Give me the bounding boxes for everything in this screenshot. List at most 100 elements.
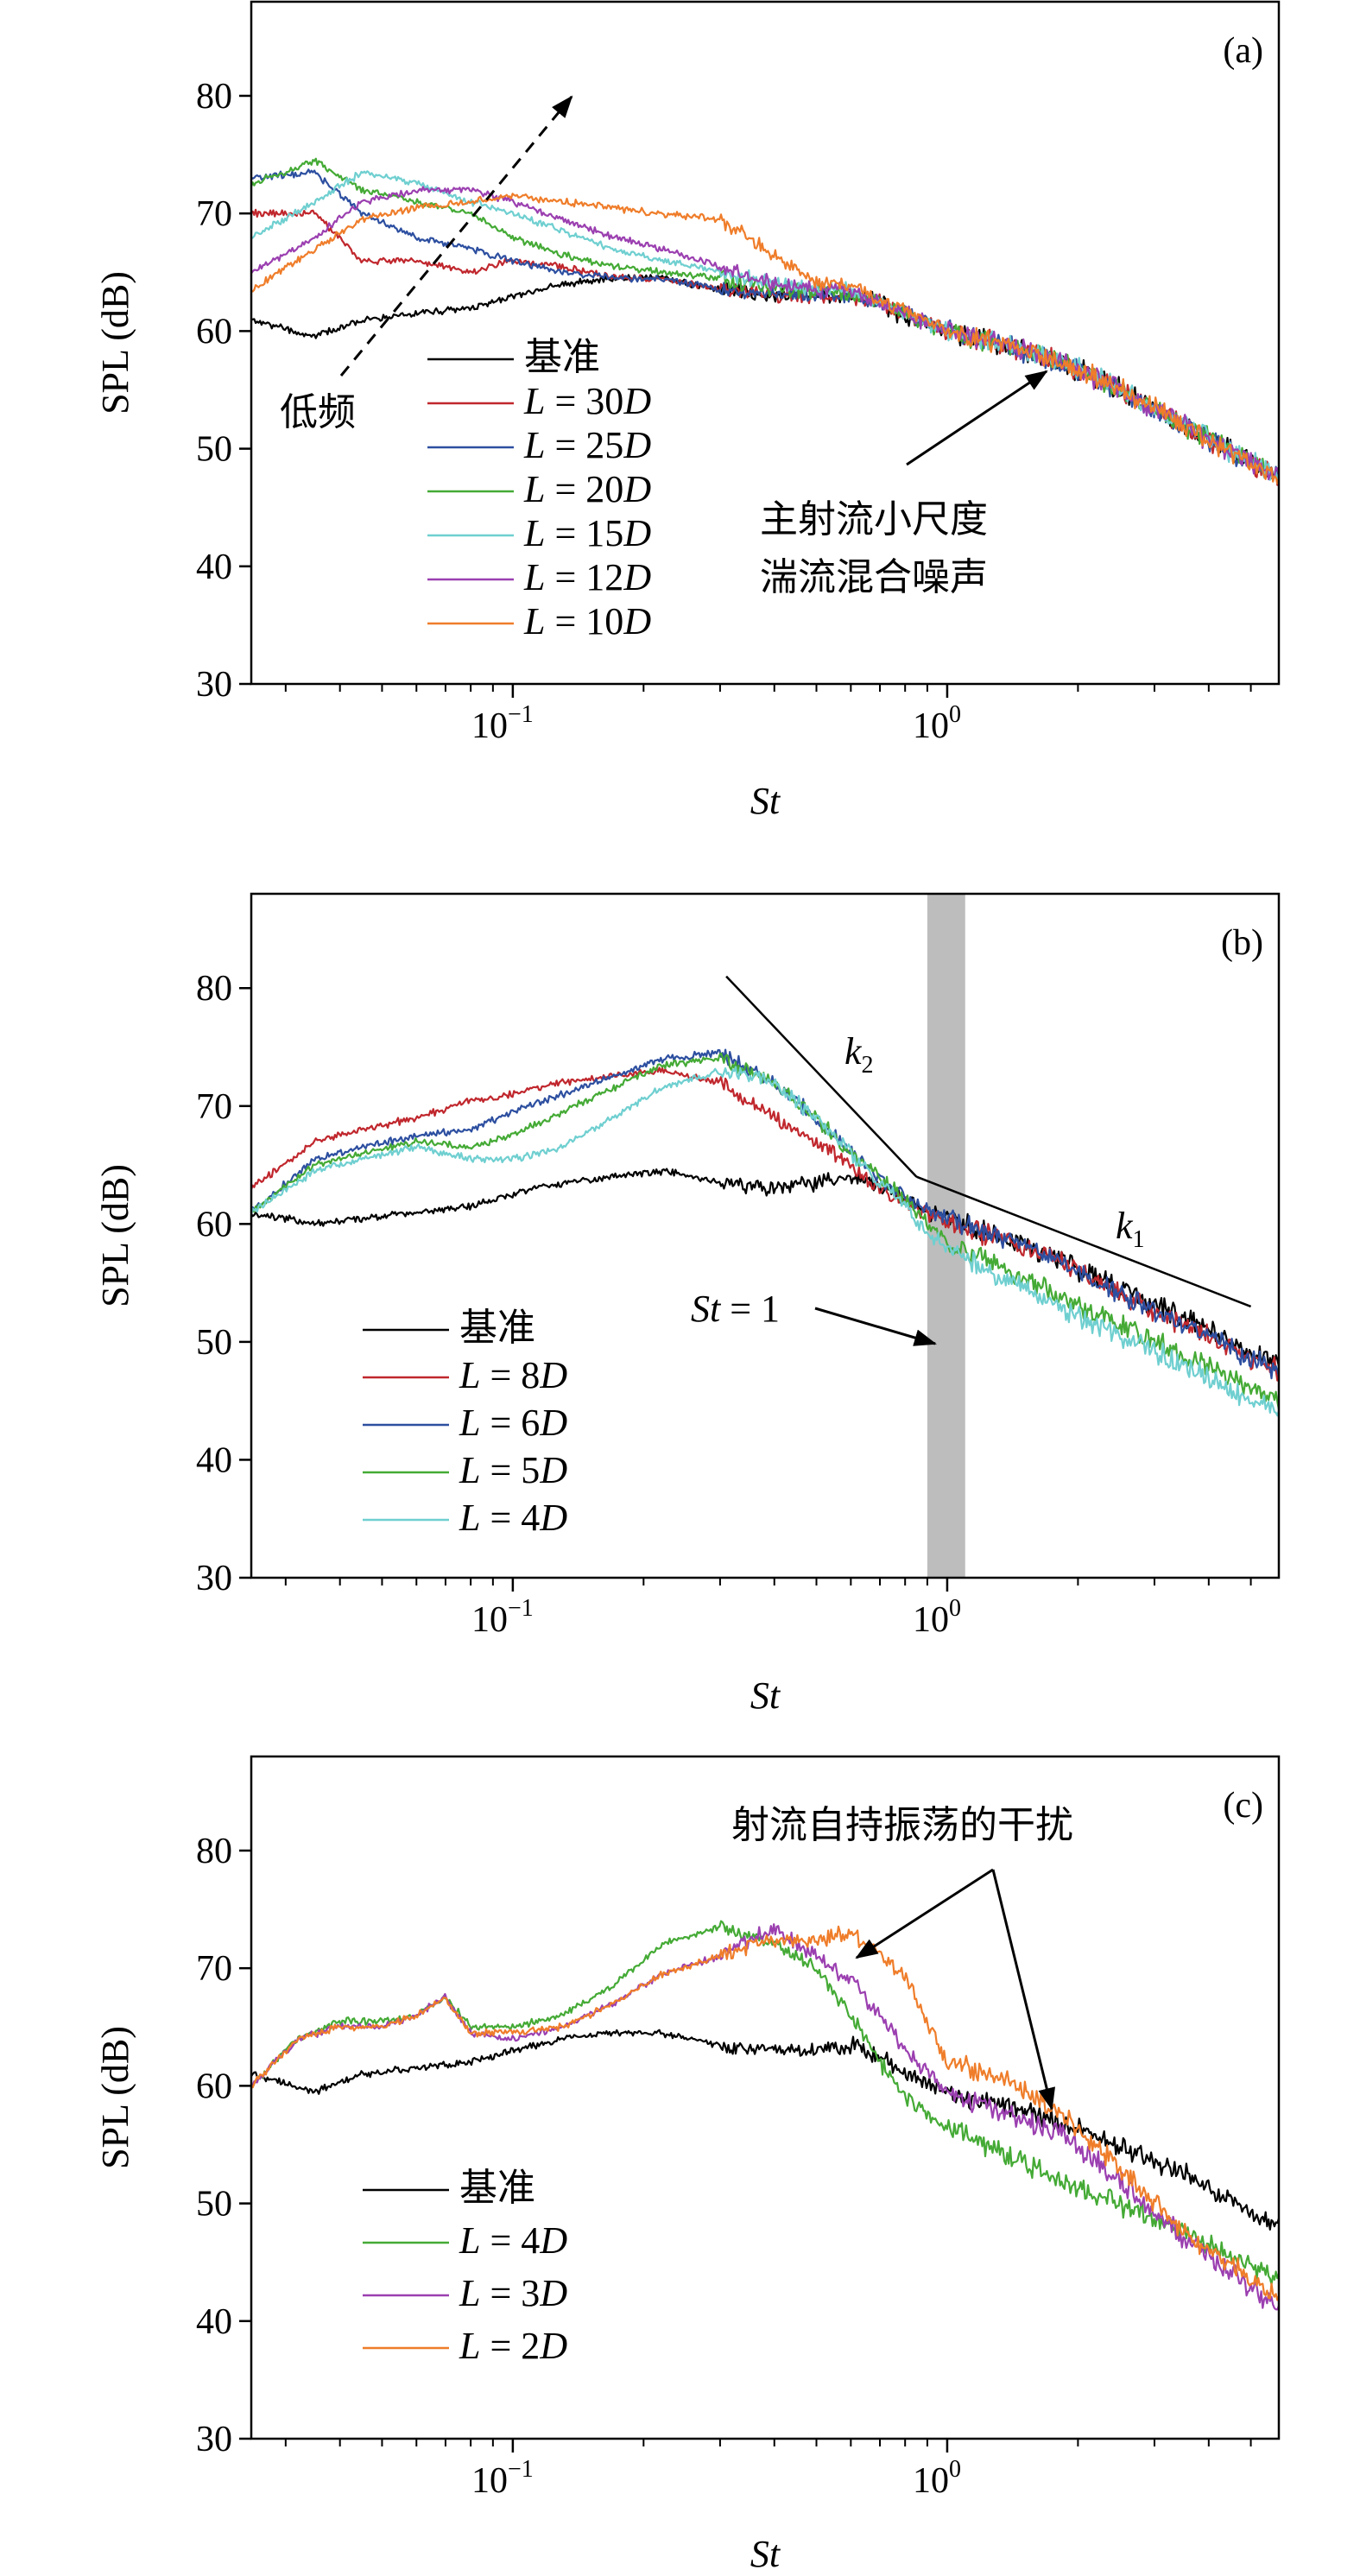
series-line-0 bbox=[251, 2029, 1279, 2231]
y-tick-label: 40 bbox=[196, 547, 232, 587]
y-axis-label-b: SPL (dB) bbox=[94, 1164, 136, 1307]
legend-label-4: L = 15D bbox=[523, 512, 651, 554]
x-tick-label: 10−1 bbox=[471, 701, 534, 746]
oscillation-arrow-2 bbox=[991, 1869, 1055, 2111]
k2-label: k2 bbox=[844, 1030, 874, 1079]
x-ticks-b: 10−1 100 bbox=[284, 1578, 1252, 1640]
legend-unit: D bbox=[539, 2325, 567, 2367]
legend-symbol: L bbox=[459, 2219, 480, 2262]
dashed-arrow bbox=[339, 95, 573, 377]
series-line-2 bbox=[251, 1923, 1279, 2311]
legend-value: = 15 bbox=[545, 512, 623, 554]
legend-unit: D bbox=[623, 512, 651, 554]
x-tick-label: 100 bbox=[913, 2456, 961, 2501]
series-line-3 bbox=[251, 157, 1279, 484]
legend-b: 基准L = 8DL = 6DL = 5DL = 4D bbox=[363, 1307, 567, 1539]
plot-area-c bbox=[251, 1920, 1279, 2311]
legend-label-0: 基准 bbox=[524, 336, 600, 378]
legend-unit: D bbox=[623, 468, 651, 510]
legend-label-1: L = 30D bbox=[523, 380, 651, 422]
series-line-4 bbox=[251, 1066, 1279, 1417]
y-ticks-c: 30 40 50 60 70 80 bbox=[196, 1832, 251, 2459]
legend-unit: D bbox=[539, 1497, 567, 1539]
plot-area-a bbox=[251, 157, 1279, 486]
small-scale-label-line2: 湍流混合噪声 bbox=[760, 555, 988, 599]
slope-line-k1 bbox=[915, 1175, 1252, 1308]
legend-unit: D bbox=[623, 424, 651, 466]
x-tick-exponent: 0 bbox=[949, 1595, 961, 1622]
legend-symbol: L bbox=[523, 512, 545, 554]
x-tick-label: 100 bbox=[913, 1595, 961, 1640]
legend-value: = 8 bbox=[480, 1354, 540, 1396]
legend-label-2: L = 3D bbox=[459, 2272, 567, 2314]
legend-value: = 30 bbox=[545, 380, 623, 422]
legend-value: = 3 bbox=[480, 2272, 540, 2314]
y-tick-label: 30 bbox=[196, 2420, 232, 2459]
y-tick-label: 60 bbox=[196, 312, 232, 351]
y-tick-label: 80 bbox=[196, 1832, 232, 1871]
y-tick-label: 70 bbox=[196, 194, 232, 234]
x-axis-label-a: St bbox=[750, 780, 781, 822]
legend-symbol: L bbox=[523, 600, 545, 642]
legend-label-5: L = 12D bbox=[523, 556, 651, 598]
plot-frame-a bbox=[250, 0, 1281, 686]
series-line-5 bbox=[251, 186, 1279, 482]
y-tick-label: 70 bbox=[196, 1087, 232, 1127]
y-tick-label: 40 bbox=[196, 2302, 232, 2342]
legend-unit: D bbox=[539, 2219, 567, 2262]
x-tick-exponent: −1 bbox=[508, 1595, 534, 1622]
y-axis-label-a: SPL (dB) bbox=[94, 271, 136, 415]
plot-area-b bbox=[251, 894, 1279, 1578]
y-tick-label: 60 bbox=[196, 2066, 232, 2106]
panel-label-b: (b) bbox=[1221, 923, 1263, 963]
legend-value: = 12 bbox=[545, 556, 623, 598]
legend-value: = 4 bbox=[480, 2219, 540, 2262]
legend-symbol: L bbox=[523, 424, 545, 466]
annotation-small-scale: 主射流小尺度 湍流混合噪声 bbox=[760, 370, 1048, 599]
legend-label-6: L = 10D bbox=[523, 600, 651, 642]
x-tick-exponent: 0 bbox=[949, 701, 961, 728]
series-line-3 bbox=[251, 1925, 1279, 2301]
legend-unit: D bbox=[539, 2272, 567, 2314]
legend-label-0: 基准 bbox=[459, 1307, 535, 1349]
x-axis-label-c: St bbox=[750, 2533, 781, 2575]
x-tick-exponent: −1 bbox=[508, 2456, 534, 2483]
legend-value: = 10 bbox=[545, 600, 623, 642]
legend-label-0: 基准 bbox=[459, 2167, 535, 2209]
x-tick-label: 100 bbox=[913, 701, 961, 746]
legend-value: = 5 bbox=[480, 1449, 540, 1491]
legend-label-1: L = 8D bbox=[459, 1354, 567, 1396]
x-axis-label-b: St bbox=[750, 1674, 781, 1717]
series-line-0 bbox=[251, 274, 1279, 484]
y-tick-label: 60 bbox=[196, 1205, 232, 1244]
x-tick-exponent: −1 bbox=[508, 701, 534, 728]
x-ticks-a: 10−1 100 bbox=[284, 684, 1252, 746]
legend-unit: D bbox=[623, 556, 651, 598]
y-tick-label: 30 bbox=[196, 1559, 232, 1598]
legend-label-2: L = 25D bbox=[523, 424, 651, 466]
y-tick-label: 30 bbox=[196, 665, 232, 705]
legend-unit: D bbox=[623, 380, 651, 422]
y-tick-label: 40 bbox=[196, 1440, 232, 1480]
panel-label-a: (a) bbox=[1223, 31, 1263, 71]
y-ticks-b: 30 40 50 60 70 80 bbox=[196, 969, 251, 1598]
legend-unit: D bbox=[539, 1449, 567, 1491]
legend-value: = 6 bbox=[480, 1402, 540, 1444]
plot-frame-b bbox=[250, 892, 1281, 1579]
k2-subscript: 2 bbox=[862, 1052, 874, 1079]
y-tick-label: 70 bbox=[196, 1949, 232, 1989]
legend-label-1: L = 4D bbox=[459, 2219, 567, 2262]
low-freq-label: 低频 bbox=[280, 390, 356, 434]
oscillation-arrow-1 bbox=[855, 1868, 994, 1959]
series-line-4 bbox=[251, 170, 1279, 481]
legend-symbol: L bbox=[459, 1497, 480, 1539]
legend-label-4: L = 4D bbox=[459, 1497, 567, 1539]
y-tick-label: 50 bbox=[196, 1323, 232, 1363]
st1-symbol: St bbox=[691, 1288, 722, 1330]
legend-value: = 4 bbox=[480, 1497, 540, 1539]
x-tick-label: 10−1 bbox=[471, 1595, 534, 1640]
y-axis-label-c: SPL (dB) bbox=[94, 2026, 136, 2169]
legend-symbol: L bbox=[459, 2325, 480, 2367]
